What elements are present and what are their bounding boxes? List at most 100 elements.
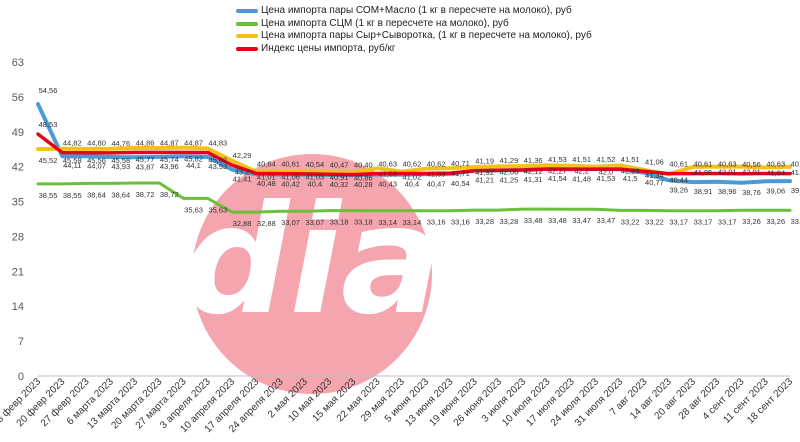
- watermark: dia: [182, 154, 442, 394]
- data-label: 41,98: [791, 168, 800, 177]
- data-label: 40,91: [330, 173, 349, 182]
- watermark-circle: [192, 154, 432, 394]
- data-label: 38,96: [718, 187, 737, 196]
- data-label: 40,42: [281, 180, 300, 189]
- data-label: 41,41: [233, 175, 252, 184]
- data-label: 33,07: [305, 218, 324, 227]
- legend-label: Цена импорта СЦМ (1 кг в пересчете на мо…: [261, 17, 509, 29]
- data-label: 38,91: [694, 187, 713, 196]
- data-label: 33,48: [548, 216, 567, 225]
- legend-label: Индекс цены импорта, руб/кг: [261, 42, 396, 54]
- data-label: 41,21: [475, 176, 494, 185]
- data-label: 41,31: [524, 175, 543, 184]
- data-label: 40,62: [402, 160, 421, 169]
- data-label: 43,93: [111, 162, 130, 171]
- legend-label: Цена импорта пары Сыр+Сыворотка, (1 кг в…: [261, 30, 592, 41]
- data-label: 33,18: [330, 218, 349, 227]
- data-label: 44,86: [136, 138, 155, 147]
- data-label: 41,06: [645, 157, 664, 166]
- data-label: 44,87: [160, 138, 179, 147]
- data-label: 41,51: [572, 155, 591, 164]
- data-label: 40,44: [669, 175, 688, 184]
- data-label: 40,60: [791, 160, 800, 169]
- data-label: 39,06: [766, 186, 785, 195]
- y-tick-label: 0: [18, 371, 24, 383]
- data-label: 40,86: [354, 173, 373, 182]
- data-label: 38,72: [136, 190, 155, 199]
- data-label: 41,53: [548, 155, 567, 164]
- data-label: 44,82: [63, 139, 82, 148]
- data-label: 45,62: [208, 156, 227, 165]
- series-layer: [36, 102, 792, 214]
- data-label: 42,29: [233, 151, 252, 160]
- data-label: 41,19: [475, 157, 494, 166]
- data-label: 43,87: [136, 162, 155, 171]
- data-label: 42,01: [718, 168, 737, 177]
- data-label: 44,1: [186, 161, 201, 170]
- data-label: 40,62: [427, 160, 446, 169]
- legend-item-smp: Цена импорта СЦМ (1 кг в пересчете на мо…: [236, 18, 592, 31]
- data-label: 33,48: [524, 216, 543, 225]
- data-label: 45,77: [136, 155, 155, 164]
- data-label: 33,16: [427, 218, 446, 227]
- data-label: 33,47: [572, 216, 591, 225]
- data-label: 41,02: [402, 173, 421, 182]
- data-label: 40,63: [766, 159, 785, 168]
- data-label: 40,48: [257, 179, 276, 188]
- data-label: 40,61: [669, 160, 688, 169]
- data-label: 38,55: [39, 191, 58, 200]
- data-label: 33,22: [645, 217, 664, 226]
- data-label: 39,26: [669, 185, 688, 194]
- data-label: 33,26: [766, 217, 785, 226]
- series-line-1: [36, 181, 792, 214]
- data-label: 44,07: [87, 161, 106, 170]
- data-label: 45,82: [184, 155, 203, 164]
- data-label: 40,56: [742, 160, 761, 169]
- data-label: 45,52: [39, 156, 58, 165]
- data-label: 48,53: [39, 120, 58, 129]
- data-label: 35,63: [208, 205, 227, 214]
- data-label: 41,59: [427, 170, 446, 179]
- data-label: 40,43: [378, 179, 397, 188]
- data-label: 42,27: [548, 166, 567, 175]
- data-label: 35,63: [184, 205, 203, 214]
- legend-item-cheese-whey: Цена импорта пары Сыр+Сыворотка, (1 кг в…: [236, 30, 592, 43]
- data-label: 33,28: [475, 217, 494, 226]
- y-tick-label: 49: [12, 127, 24, 139]
- data-label: 41,84: [766, 168, 785, 177]
- y-tick-label: 28: [12, 231, 24, 243]
- data-label: 38,55: [63, 191, 82, 200]
- data-label: 44,76: [111, 139, 130, 148]
- data-label: 33,18: [354, 218, 373, 227]
- data-label: 40,40: [354, 161, 373, 170]
- data-label: 38,64: [87, 190, 106, 199]
- data-label: 40,4: [405, 180, 420, 189]
- data-label: 45,74: [160, 155, 179, 164]
- data-label: 33,17: [718, 218, 737, 227]
- data-label: 41,71: [451, 169, 470, 178]
- data-label: 41,06: [281, 172, 300, 181]
- data-label: 33,07: [281, 218, 300, 227]
- data-label: 54,56: [39, 86, 58, 95]
- data-label: 38,76: [742, 188, 761, 197]
- data-label: 43,93: [208, 162, 227, 171]
- data-label: 33,28: [500, 217, 519, 226]
- data-label: 41,03: [305, 173, 324, 182]
- data-label: 40,54: [451, 179, 470, 188]
- legend-swatch: [236, 46, 258, 51]
- data-label: 40,47: [427, 179, 446, 188]
- y-tick-label: 42: [12, 162, 24, 174]
- data-label: 40,28: [354, 180, 373, 189]
- data-label: 33,47: [597, 216, 616, 225]
- data-label: 42,26: [621, 166, 640, 175]
- data-label: 44,80: [87, 139, 106, 148]
- data-label: 40,64: [257, 159, 276, 168]
- series-line-3: [36, 132, 792, 177]
- data-label: 33,17: [694, 218, 713, 227]
- data-label: 41,01: [257, 173, 276, 182]
- data-label: 41,92: [475, 168, 494, 177]
- data-label: 41,5: [623, 174, 638, 183]
- y-tick-label: 56: [12, 92, 24, 104]
